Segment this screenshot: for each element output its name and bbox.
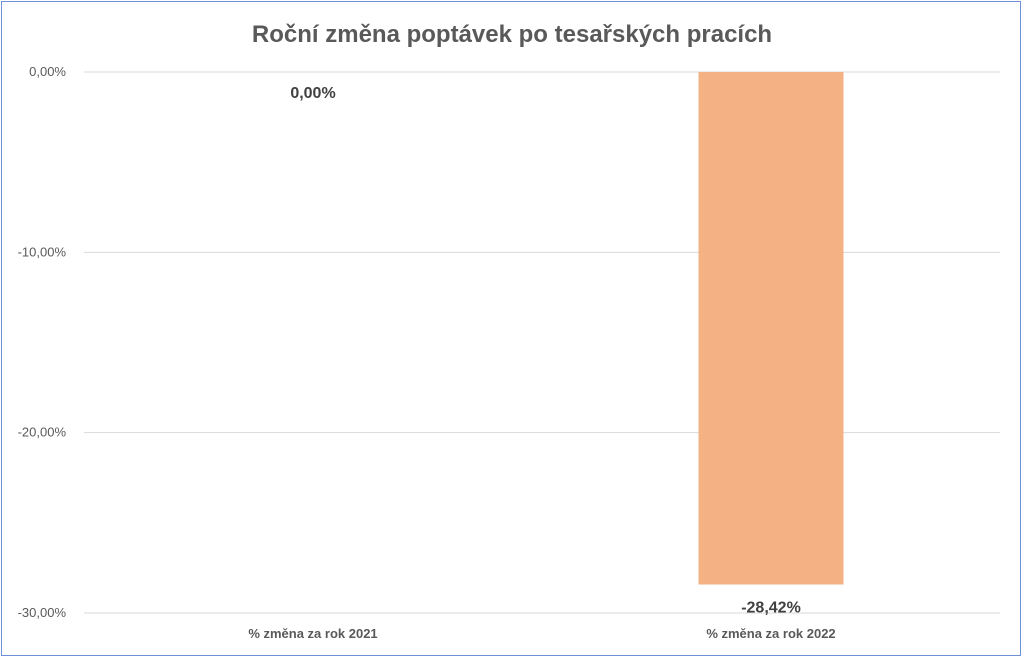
y-axis-ticks: 0,00% -10,00% -20,00% -30,00% [18,64,67,620]
y-tick-label: -10,00% [18,244,67,259]
x-axis-categories: % změna za rok 2021 % změna za rok 2022 [248,626,835,641]
y-tick-label: -30,00% [18,605,67,620]
chart-title: Roční změna poptávek po tesařských prací… [252,21,772,48]
bar [698,72,844,585]
y-tick-label: 0,00% [29,64,66,79]
x-category-label: % změna za rok 2021 [248,626,377,641]
x-category-label: % změna za rok 2022 [706,626,835,641]
bars [698,72,844,585]
y-tick-label: -20,00% [18,425,67,440]
gridlines [84,71,1000,614]
data-label: -28,42% [741,600,801,617]
data-labels: 0,00% -28,42% [290,85,800,617]
data-label: 0,00% [290,85,335,102]
